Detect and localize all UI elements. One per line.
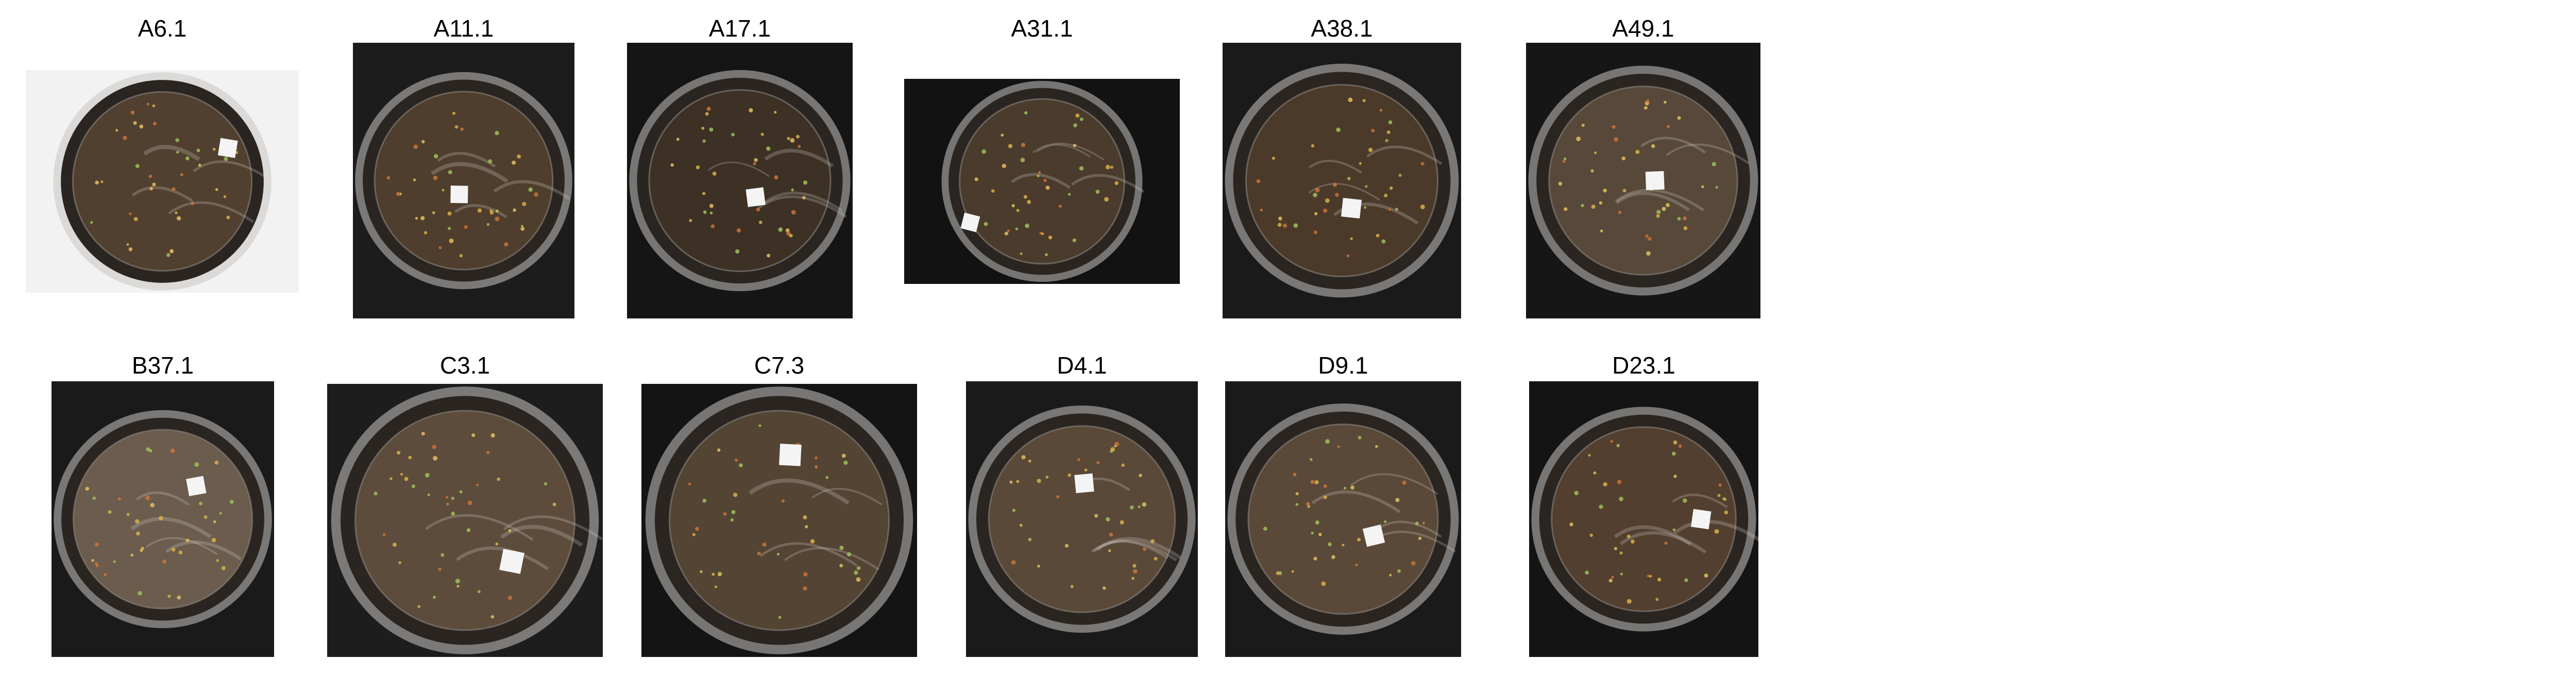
- petri-dish-photo: [904, 79, 1180, 284]
- petri-dish-photo: [641, 384, 917, 657]
- label-card: [450, 185, 468, 204]
- panel-label: A31.1: [1011, 15, 1073, 42]
- petri-dish-photo: [1225, 381, 1461, 657]
- panel-label: B37.1: [131, 352, 194, 379]
- label-card: [960, 212, 980, 232]
- label-card: [1074, 473, 1094, 494]
- label-card: [1691, 509, 1711, 530]
- panel-b37-1: B37.1: [52, 345, 274, 670]
- label-card: [186, 476, 207, 497]
- dish-illustration: [1225, 381, 1461, 657]
- panel-label: D23.1: [1612, 352, 1675, 379]
- dish-illustration: [641, 384, 917, 657]
- dish-illustration: [966, 381, 1198, 657]
- petri-dish-photo: [1223, 43, 1461, 318]
- panel-label: A38.1: [1311, 15, 1373, 42]
- panel-d9-1: D9.1: [1225, 345, 1461, 670]
- panel-a31-1: A31.1: [904, 0, 1180, 289]
- dish-illustration: [26, 70, 299, 293]
- panel-label: A49.1: [1612, 15, 1674, 42]
- dish-illustration: [327, 384, 603, 657]
- panel-a17-1: A17.1: [627, 0, 853, 319]
- panel-label: C3.1: [439, 352, 490, 379]
- dish-illustration: [52, 381, 274, 657]
- dish-illustration: [627, 43, 853, 318]
- petri-dish-photo: [327, 384, 603, 657]
- panel-label: A17.1: [708, 15, 771, 42]
- panel-label: D9.1: [1318, 352, 1368, 379]
- soil-surface: [1551, 427, 1736, 612]
- panel-label: D4.1: [1057, 352, 1107, 379]
- soil-surface: [1549, 86, 1738, 275]
- soil-surface: [1246, 85, 1438, 277]
- petri-dish-photo: [1529, 381, 1758, 657]
- panel-a6-1: A6.1: [26, 0, 299, 299]
- soil-surface: [355, 411, 575, 630]
- soil-surface: [959, 99, 1125, 264]
- dish-illustration: [1529, 381, 1758, 657]
- soil-surface: [73, 92, 252, 271]
- label-card: [779, 443, 802, 466]
- panel-d4-1: D4.1: [966, 345, 1198, 670]
- dish-illustration: [353, 43, 574, 318]
- label-card: [745, 187, 766, 207]
- dish-illustration: [904, 79, 1180, 284]
- panel-c3-1: C3.1: [327, 345, 603, 670]
- panel-label: C7.3: [754, 352, 805, 379]
- petri-dish-photo: [26, 70, 299, 293]
- panel-label: A11.1: [433, 15, 494, 42]
- panel-d23-1: D23.1: [1529, 345, 1758, 670]
- panel-a11-1: A11.1: [353, 0, 574, 319]
- petri-dish-photo: [1526, 43, 1760, 318]
- soil-surface: [989, 426, 1175, 613]
- label-card: [499, 549, 524, 574]
- dish-illustration: [1526, 43, 1760, 318]
- soil-surface: [649, 90, 831, 272]
- panel-c7-3: C7.3: [641, 345, 917, 670]
- petri-dish-photo: [627, 43, 853, 318]
- label-card: [217, 138, 238, 158]
- petri-dish-photo: [353, 43, 574, 318]
- soil-surface: [669, 411, 889, 630]
- panel-a38-1: A38.1: [1223, 0, 1461, 319]
- petri-dish-photo: [52, 381, 274, 657]
- label-card: [1341, 198, 1362, 218]
- soil-surface: [375, 91, 553, 270]
- petri-dish-photo: [966, 381, 1198, 657]
- panel-a49-1: A49.1: [1526, 0, 1760, 319]
- label-card: [1645, 171, 1665, 191]
- soil-surface: [1248, 424, 1438, 614]
- dish-illustration: [1223, 43, 1461, 318]
- label-card: [1362, 524, 1385, 547]
- panel-label: A6.1: [138, 15, 187, 42]
